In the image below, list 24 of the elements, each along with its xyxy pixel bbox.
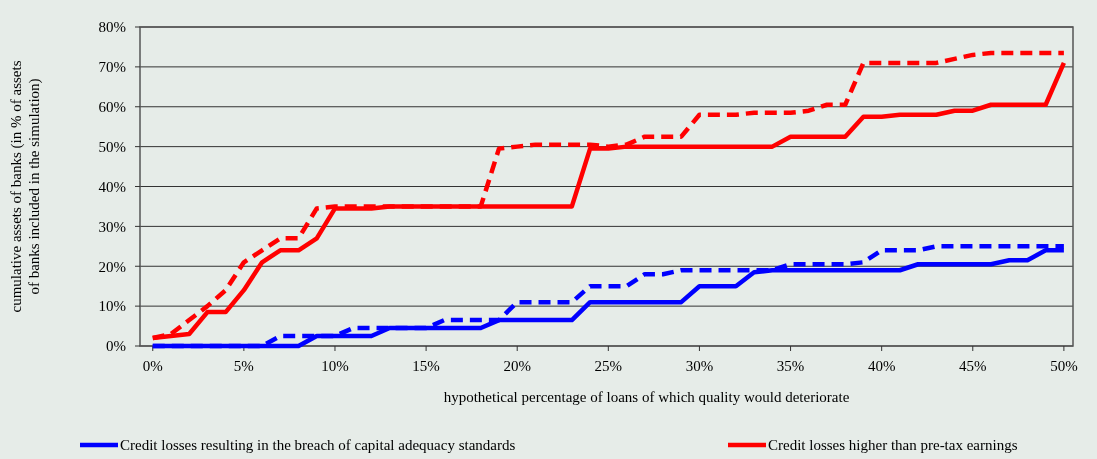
y-tick-label: 80%	[98, 19, 126, 36]
x-tick-label: 10%	[321, 358, 349, 374]
y-axis-title: cumulative assets of banks (in % of assets of banks included in the simulation)	[8, 60, 43, 313]
y-tick-label: 20%	[98, 258, 126, 275]
legend-label: Credit losses resulting in the breach of capital adequacy standards	[120, 437, 516, 453]
y-tick-label: 50%	[98, 138, 126, 155]
x-tick-label: 25%	[594, 358, 623, 374]
y-tick-label: 60%	[98, 99, 126, 115]
y-tick-label: 30%	[98, 218, 126, 235]
x-tick-label: 30%	[685, 358, 714, 374]
y-tick-label: 10%	[98, 298, 126, 315]
y-tick-label: 70%	[98, 59, 126, 76]
legend-label: Credit losses higher than pre-tax earnings	[768, 437, 1018, 453]
x-tick-label: 5%	[233, 358, 254, 374]
x-tick-label: 50%	[1050, 358, 1078, 374]
x-tick-label: 45%	[959, 358, 987, 374]
x-tick-label: 35%	[776, 358, 805, 374]
x-axis-title: hypothetical percentage of loans of which quality would deteriorate	[443, 389, 850, 405]
x-tick-label: 40%	[867, 358, 896, 374]
x-tick-label: 15%	[412, 358, 440, 374]
y-tick-label: 0%	[106, 338, 126, 355]
x-tick-label: 0%	[142, 358, 163, 374]
x-tick-label: 20%	[503, 358, 531, 374]
y-tick-label: 40%	[98, 178, 126, 195]
